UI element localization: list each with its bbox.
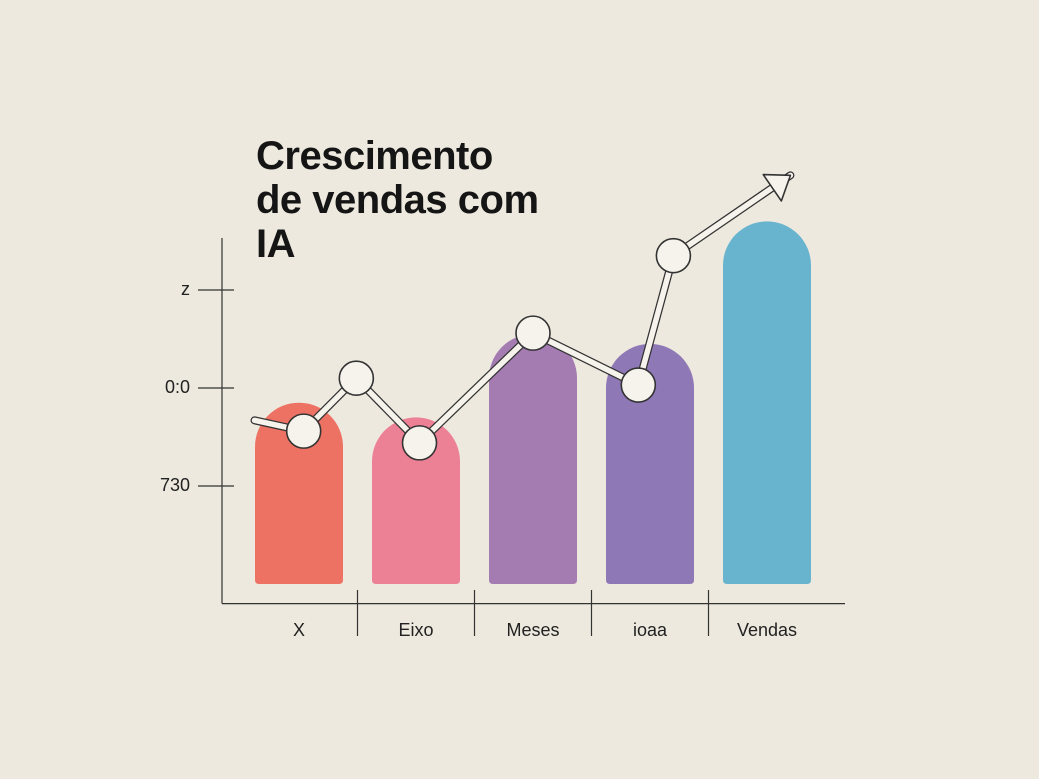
y-tick-label: z xyxy=(181,279,190,299)
x-tick-label: X xyxy=(293,620,305,640)
bar xyxy=(723,221,811,584)
trend-point xyxy=(285,413,322,449)
trend-point xyxy=(401,425,438,461)
x-tick-label: ioaa xyxy=(633,620,668,640)
x-tick-label: Eixo xyxy=(398,620,433,640)
trend-point xyxy=(338,360,375,397)
bar xyxy=(255,402,343,584)
trend-point xyxy=(515,315,551,351)
trend-point xyxy=(620,367,657,403)
y-tick-label: 0:0 xyxy=(165,377,190,397)
trend-point xyxy=(655,237,692,274)
bar xyxy=(372,417,460,584)
y-tick-label: 730 xyxy=(160,475,190,495)
bar xyxy=(606,343,694,584)
x-tick-label: Vendas xyxy=(737,620,797,640)
x-tick-label: Meses xyxy=(506,620,559,640)
chart-title: Crescimento de vendas com IA xyxy=(256,134,539,266)
bar xyxy=(489,334,577,584)
arrow-head xyxy=(762,173,792,202)
